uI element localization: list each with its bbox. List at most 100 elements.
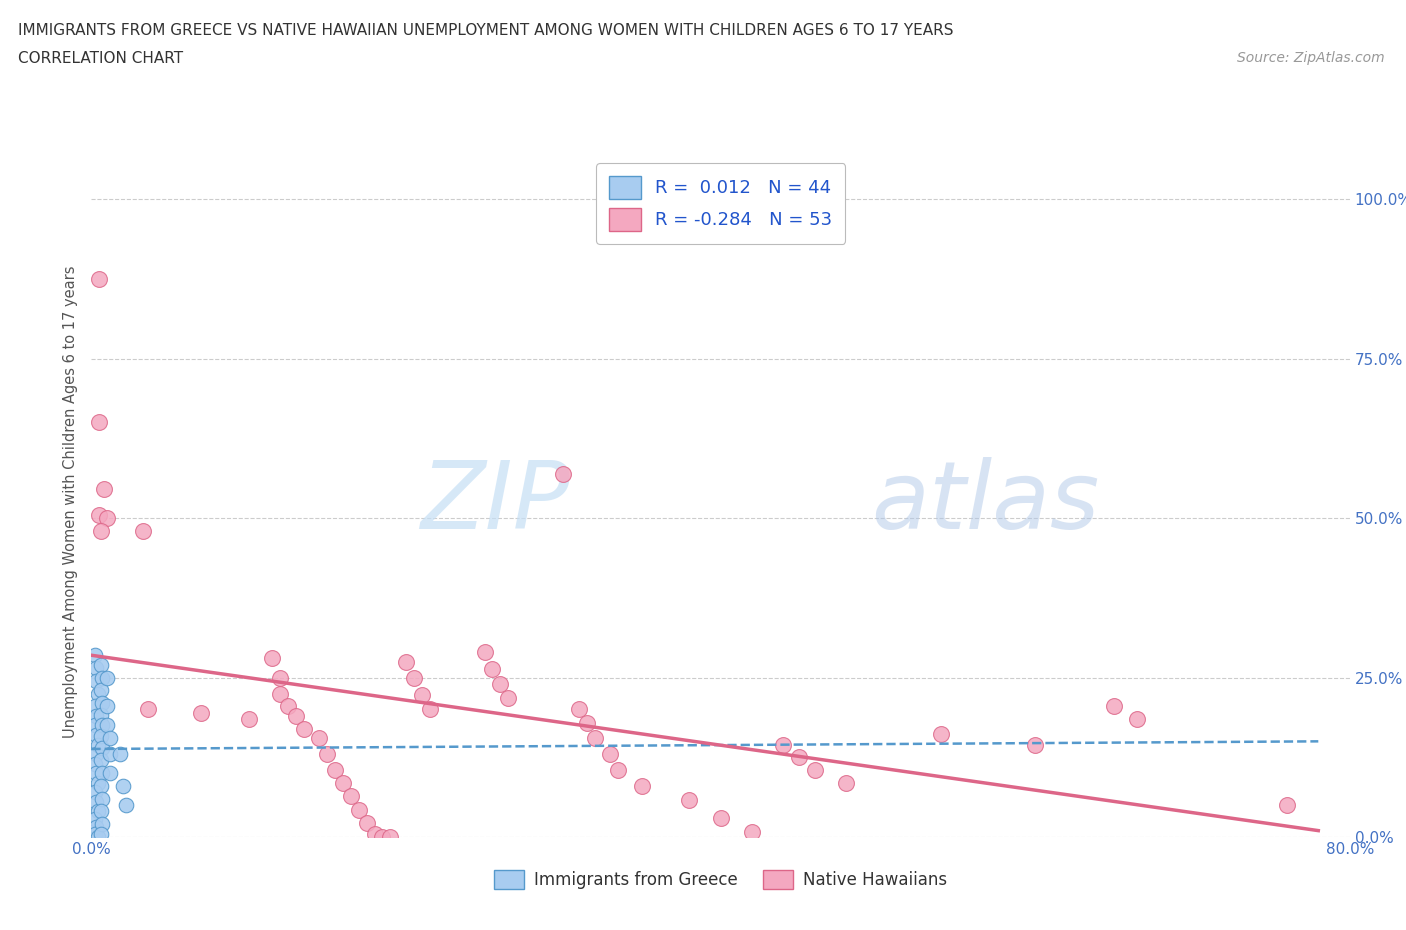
Point bbox=[371, 830, 394, 844]
Point bbox=[84, 709, 107, 724]
Point bbox=[678, 792, 700, 807]
Point bbox=[340, 788, 363, 803]
Point bbox=[98, 731, 121, 746]
Point bbox=[90, 683, 112, 698]
Point bbox=[481, 662, 503, 677]
Point bbox=[83, 756, 105, 771]
Point bbox=[395, 654, 418, 669]
Point bbox=[332, 776, 354, 790]
Point bbox=[91, 791, 114, 806]
Text: ZIP: ZIP bbox=[420, 457, 569, 548]
Point bbox=[93, 482, 115, 497]
Point bbox=[787, 750, 810, 764]
Point bbox=[98, 747, 121, 762]
Point bbox=[277, 698, 299, 713]
Point bbox=[91, 765, 114, 780]
Point bbox=[86, 686, 108, 701]
Point bbox=[262, 651, 284, 666]
Point bbox=[84, 660, 107, 675]
Point bbox=[90, 753, 112, 768]
Point bbox=[86, 776, 108, 790]
Point bbox=[108, 747, 131, 762]
Point bbox=[90, 524, 112, 538]
Point bbox=[575, 716, 598, 731]
Text: Source: ZipAtlas.com: Source: ZipAtlas.com bbox=[1237, 51, 1385, 65]
Point bbox=[489, 676, 512, 691]
Point bbox=[90, 804, 112, 819]
Point bbox=[568, 702, 591, 717]
Point bbox=[190, 705, 212, 720]
Point bbox=[835, 776, 858, 790]
Point bbox=[308, 731, 330, 746]
Text: CORRELATION CHART: CORRELATION CHART bbox=[18, 51, 183, 66]
Point bbox=[96, 718, 118, 733]
Point bbox=[91, 671, 114, 685]
Point bbox=[1275, 798, 1298, 813]
Point bbox=[90, 707, 112, 722]
Point bbox=[316, 747, 339, 762]
Point bbox=[89, 415, 111, 430]
Point bbox=[804, 763, 827, 777]
Point bbox=[84, 727, 107, 742]
Point bbox=[496, 691, 519, 706]
Point bbox=[91, 740, 114, 755]
Point bbox=[84, 747, 107, 762]
Point bbox=[83, 785, 105, 800]
Point bbox=[347, 803, 370, 817]
Point bbox=[91, 718, 114, 733]
Point bbox=[115, 798, 138, 813]
Point bbox=[84, 820, 107, 835]
Point bbox=[96, 511, 118, 525]
Point bbox=[741, 825, 763, 840]
Point bbox=[1126, 711, 1149, 726]
Point bbox=[86, 830, 108, 844]
Point bbox=[96, 698, 118, 713]
Point bbox=[238, 711, 260, 726]
Point bbox=[84, 794, 107, 809]
Point bbox=[356, 816, 378, 830]
Point bbox=[89, 508, 111, 523]
Point bbox=[402, 671, 425, 685]
Point bbox=[83, 812, 105, 827]
Point bbox=[89, 272, 111, 286]
Point bbox=[631, 778, 654, 793]
Text: IMMIGRANTS FROM GREECE VS NATIVE HAWAIIAN UNEMPLOYMENT AMONG WOMEN WITH CHILDREN: IMMIGRANTS FROM GREECE VS NATIVE HAWAIIA… bbox=[18, 23, 953, 38]
Point bbox=[111, 778, 134, 793]
Point bbox=[132, 524, 155, 538]
Point bbox=[84, 765, 107, 780]
Point bbox=[269, 686, 291, 701]
Point bbox=[86, 804, 108, 819]
Point bbox=[91, 696, 114, 711]
Y-axis label: Unemployment Among Women with Children Ages 6 to 17 years: Unemployment Among Women with Children A… bbox=[63, 266, 79, 738]
Point bbox=[284, 709, 307, 724]
Point bbox=[1102, 698, 1125, 713]
Point bbox=[90, 827, 112, 842]
Point bbox=[83, 698, 105, 713]
Point bbox=[269, 671, 291, 685]
Point bbox=[1024, 737, 1046, 752]
Point bbox=[772, 737, 794, 752]
Point bbox=[411, 688, 433, 703]
Point bbox=[98, 765, 121, 780]
Point bbox=[583, 731, 606, 746]
Point bbox=[91, 817, 114, 831]
Point bbox=[323, 763, 346, 777]
Point bbox=[136, 702, 159, 717]
Text: atlas: atlas bbox=[872, 457, 1099, 548]
Point bbox=[96, 671, 118, 685]
Point bbox=[86, 737, 108, 752]
Point bbox=[709, 810, 731, 825]
Legend: Immigrants from Greece, Native Hawaiians: Immigrants from Greece, Native Hawaiians bbox=[488, 863, 953, 896]
Point bbox=[83, 718, 105, 733]
Point bbox=[419, 702, 441, 717]
Point bbox=[474, 644, 496, 659]
Point bbox=[380, 830, 402, 844]
Point bbox=[83, 648, 105, 663]
Point bbox=[84, 673, 107, 688]
Point bbox=[292, 721, 315, 736]
Point bbox=[83, 827, 105, 842]
Point bbox=[553, 466, 575, 481]
Point bbox=[90, 729, 112, 744]
Point bbox=[599, 747, 621, 762]
Point bbox=[929, 726, 952, 741]
